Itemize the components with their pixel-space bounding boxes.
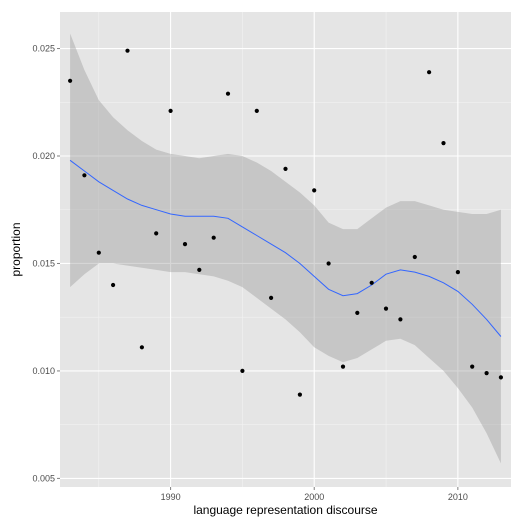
data-point: [82, 173, 87, 178]
y-tick-label: 0.005: [32, 473, 55, 483]
data-point: [111, 282, 116, 288]
confidence-band: [70, 33, 501, 464]
data-point: [197, 267, 202, 272]
data-point: [398, 317, 403, 322]
x-axis-ticks: 1990 2000 2010: [161, 487, 468, 502]
y-tick-label: 0.020: [32, 151, 55, 161]
data-point: [369, 280, 374, 285]
data-point: [254, 108, 259, 113]
data-point: [297, 392, 302, 397]
data-points: [68, 48, 503, 397]
data-point: [455, 270, 460, 275]
x-tick-label: 2000: [304, 492, 324, 502]
data-point: [427, 70, 432, 75]
y-tick-label: 0.025: [32, 44, 55, 54]
data-point: [283, 166, 288, 171]
x-tick-label: 1990: [161, 492, 181, 502]
data-point: [269, 295, 274, 300]
data-point: [340, 364, 346, 369]
panel-background: [60, 12, 511, 487]
data-point: [240, 368, 245, 373]
data-point: [139, 345, 144, 350]
data-point: [355, 310, 360, 315]
data-point: [211, 235, 216, 240]
data-point: [168, 108, 173, 113]
y-axis-ticks: 0.005 0.010 0.015 0.020 0.025: [32, 44, 60, 483]
major-gridlines: [60, 12, 511, 487]
data-point: [383, 306, 389, 311]
data-point: [125, 48, 130, 53]
data-point: [96, 250, 101, 255]
x-tick-label: 2010: [448, 492, 468, 502]
data-point: [412, 254, 417, 260]
smooth-line: [69, 159, 502, 337]
data-point: [441, 141, 446, 146]
data-point: [484, 371, 489, 376]
data-point: [182, 242, 188, 247]
data-point: [498, 375, 503, 380]
x-axis-title: language representation discourse: [193, 503, 377, 517]
data-point: [326, 261, 331, 266]
data-point: [470, 364, 475, 369]
y-tick-label: 0.010: [32, 366, 55, 376]
data-point: [225, 91, 231, 96]
data-point: [154, 231, 159, 236]
data-point: [68, 78, 73, 83]
data-point: [312, 188, 317, 193]
y-axis-title: proportion: [9, 222, 23, 276]
minor-gridlines: [60, 12, 511, 487]
y-tick-label: 0.015: [32, 258, 55, 268]
